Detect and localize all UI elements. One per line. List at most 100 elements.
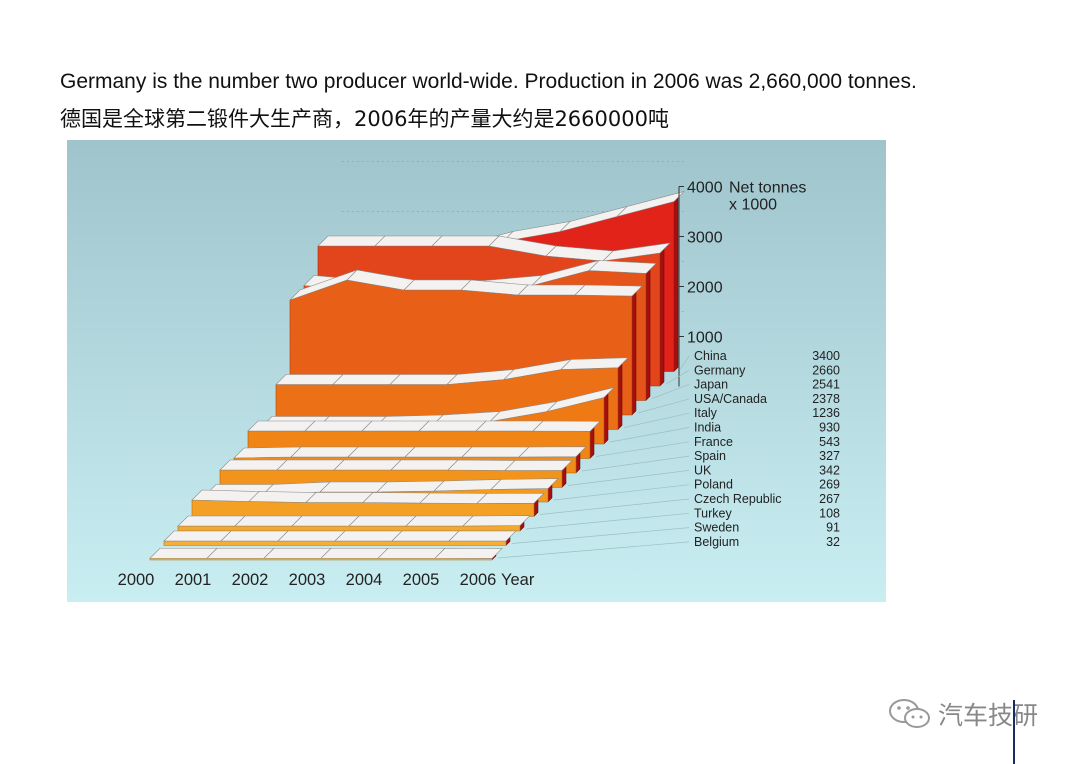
ribbon-top-tile xyxy=(374,235,443,247)
caption-chinese: 德国是全球第二锻件大生产商，2006年的产量大约是2660000吨 xyxy=(60,107,669,131)
watermark: 汽车技研 xyxy=(888,696,1038,732)
ribbon-top-tile xyxy=(191,489,260,502)
ribbon-top-tile xyxy=(476,492,545,504)
ribbon-top-tile xyxy=(602,242,671,262)
ribbon-top-tile xyxy=(361,420,430,432)
legend-country-label: USA/Canada xyxy=(694,392,767,406)
ribbon-top-tile xyxy=(431,235,500,247)
legend-country-label: Turkey xyxy=(694,506,732,520)
ribbon-top-tile xyxy=(390,459,459,471)
legend-leader-line xyxy=(581,455,690,472)
legend-value-label: 32 xyxy=(826,535,840,549)
ribbon-end-face xyxy=(673,196,679,373)
ribbon-top-tile xyxy=(504,460,573,471)
z-axis-tick-label: 2000 xyxy=(687,280,723,297)
ribbon-end-face xyxy=(603,392,609,445)
ribbon-top-tile xyxy=(448,530,517,542)
x-axis-tick-label: 2005 xyxy=(403,571,440,589)
legend-country-label: India xyxy=(694,421,721,435)
legend-country-label: Italy xyxy=(694,406,718,420)
x-axis-tick-label: 2002 xyxy=(232,571,269,589)
ribbon-top-tile xyxy=(275,374,344,385)
legend-value-label: 2541 xyxy=(812,378,840,392)
ribbon-top-tile xyxy=(304,420,373,432)
legend-value-label: 543 xyxy=(819,435,840,449)
ribbon-top-tile xyxy=(247,420,316,432)
ribbon-end-face xyxy=(617,363,623,431)
x-axis-tick-label: 2000 xyxy=(118,571,155,589)
ribbon-top-tile xyxy=(517,284,586,296)
ribbon-top-tile xyxy=(588,260,657,274)
z-axis-tick-label: 4000 xyxy=(687,180,723,197)
legend-value-label: 342 xyxy=(819,463,840,477)
x-axis-tick-label: 2004 xyxy=(346,571,383,589)
series-ribbon xyxy=(163,530,517,547)
legend-leader-line xyxy=(539,498,690,515)
legend-leader-line xyxy=(525,512,690,530)
ribbon-front-face xyxy=(163,540,507,546)
ribbon-top-tile xyxy=(317,235,386,247)
ribbon-end-face xyxy=(631,291,637,416)
legend-value-label: 267 xyxy=(819,492,840,506)
legend-country-label: Belgium xyxy=(694,535,739,549)
ribbon-top-tile xyxy=(434,547,503,559)
legend-leader-line xyxy=(651,384,690,399)
cursor-line xyxy=(1013,700,1015,764)
ribbon-top-tile xyxy=(518,446,587,458)
legend-country-label: UK xyxy=(694,463,712,477)
ribbon-top-tile xyxy=(163,530,232,542)
x-axis-label: Year xyxy=(501,571,535,589)
ribbon-top-tile xyxy=(560,357,629,370)
ribbon-top-tile xyxy=(248,491,317,503)
legend-leader-line xyxy=(553,484,690,501)
ribbon-top-tile xyxy=(305,492,374,503)
legend-country-label: Czech Republic xyxy=(694,492,782,506)
legend-country-label: Germany xyxy=(694,363,746,377)
ribbon-top-tile xyxy=(447,459,516,471)
x-axis-tick-label: 2001 xyxy=(175,571,212,589)
legend-leader-line xyxy=(665,369,690,385)
ribbon-top-tile xyxy=(405,515,474,527)
legend-value-label: 2660 xyxy=(812,363,840,377)
ribbon-top-tile xyxy=(418,420,487,432)
ribbon-top-tile xyxy=(348,515,417,527)
ribbon-end-face xyxy=(659,248,665,387)
z-axis-tick-label: 3000 xyxy=(687,230,723,247)
legend-leader-line xyxy=(511,527,690,544)
legend-value-label: 3400 xyxy=(812,349,840,363)
ribbon-top-tile xyxy=(149,547,218,559)
legend-leader-line xyxy=(567,470,690,486)
watermark-text: 汽车技研 xyxy=(938,701,1039,730)
legend-leader-line xyxy=(679,355,690,370)
ribbon-top-tile xyxy=(319,481,388,493)
ribbon-top-tile xyxy=(263,547,332,559)
ribbon-top-tile xyxy=(490,478,559,490)
ribbon-top-tile xyxy=(177,515,246,527)
ribbon-top-tile xyxy=(320,547,389,559)
ribbon-top-tile xyxy=(347,446,416,458)
legend-value-label: 108 xyxy=(819,506,840,520)
ribbon-top-tile xyxy=(233,446,302,459)
ribbon-top-tile xyxy=(404,446,473,458)
wechat-icon xyxy=(889,699,930,728)
ribbon-top-tile xyxy=(220,530,289,542)
legend-country-label: China xyxy=(694,349,727,363)
ribbon-top-tile xyxy=(574,284,643,297)
ribbon-top-tile xyxy=(475,420,544,432)
legend-value-label: 930 xyxy=(819,421,840,435)
legend-value-label: 1236 xyxy=(812,406,840,420)
ribbon-top-tile xyxy=(333,459,402,471)
ribbon-top-tile xyxy=(277,530,346,542)
ribbon-top-tile xyxy=(532,420,601,432)
z-axis-label: x 1000 xyxy=(729,197,777,214)
ribbon-top-tile xyxy=(391,530,460,542)
ribbon-top-tile xyxy=(290,446,359,458)
legend-value-label: 91 xyxy=(826,521,840,535)
ribbon-end-face xyxy=(645,268,651,402)
series-ribbon xyxy=(149,547,503,561)
series-ribbon xyxy=(191,489,545,518)
ribbon-top-tile xyxy=(403,279,472,291)
x-axis-tick-label: 2006 xyxy=(460,571,497,589)
ribbon-top-tile xyxy=(616,190,685,218)
